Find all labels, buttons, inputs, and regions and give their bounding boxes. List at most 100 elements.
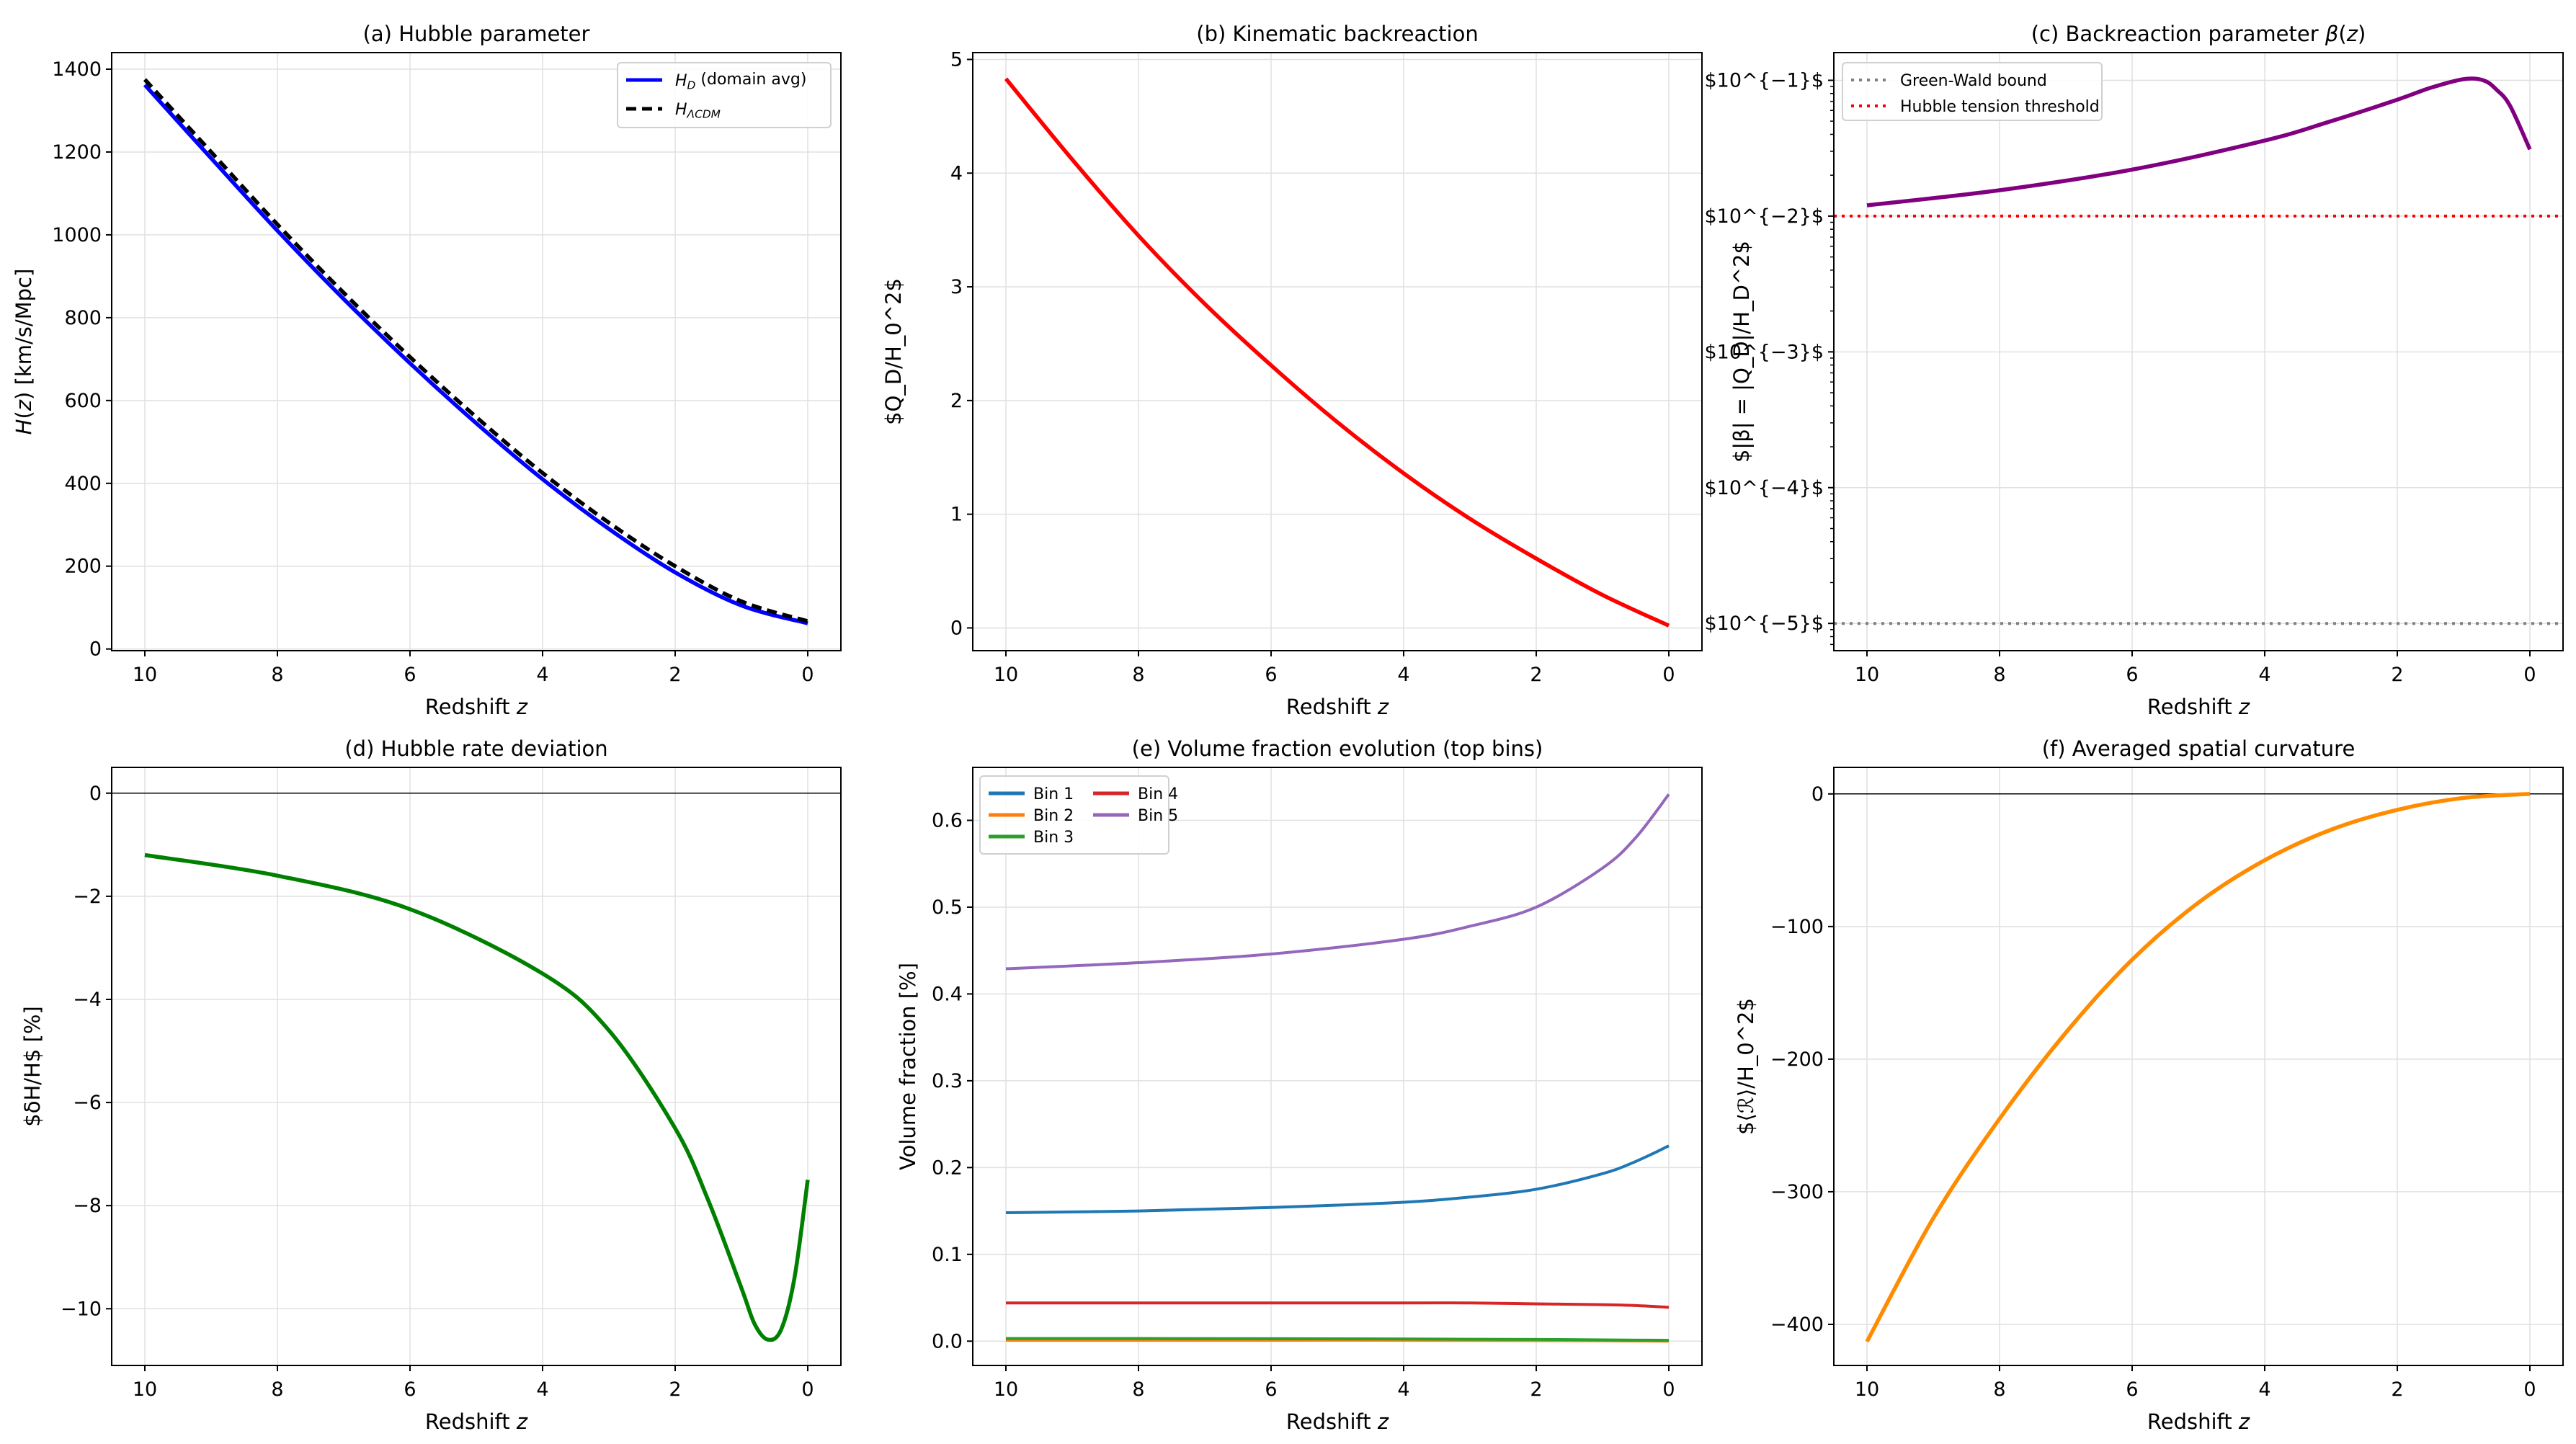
legend-box: [1842, 62, 2103, 121]
y-tick-label: 3: [950, 276, 963, 298]
legend-box: [617, 62, 832, 128]
x-tick-label: 4: [536, 664, 548, 686]
x-tick-label: 4: [536, 1378, 548, 1401]
legend-label: Bin 4: [1138, 785, 1178, 803]
legend-label: Bin 2: [1033, 807, 1074, 825]
y-tick-label: 0: [1811, 783, 1824, 806]
series-line--h-cdm-: [143, 78, 808, 623]
y-tick-label: 0: [950, 617, 963, 639]
x-tick-label: 10: [1855, 1378, 1879, 1401]
x-tick-label: 0: [1662, 664, 1675, 686]
x-tick-label: 0: [801, 1378, 814, 1401]
x-tick-label: 8: [1132, 1378, 1144, 1401]
x-tick-label: 2: [1530, 664, 1542, 686]
axes-frame: [111, 52, 842, 651]
x-axis-label: Redshift z: [425, 695, 528, 719]
x-axis-label: Redshift z: [1286, 1409, 1389, 1434]
series-line-0: [1865, 792, 2531, 1343]
legend-item: Hubble tension threshold: [1851, 98, 2100, 116]
x-tick-label: 4: [1397, 664, 1409, 686]
y-tick-label: 0.1: [932, 1244, 963, 1266]
legend-label: Green-Wald bound: [1900, 72, 2047, 90]
text-span: ): [12, 392, 36, 400]
y-tick-label: −10: [61, 1298, 102, 1320]
y-tick-label: 5: [950, 48, 963, 71]
x-tick-label: 0: [801, 664, 814, 686]
x-tick-label: 8: [271, 664, 283, 686]
y-axis-label: $⟨ℛ⟩/H_0^2$: [1734, 998, 1758, 1135]
panel-e: 10 8 6 4 2 0 0.0 0.1 0.2 0.3 0.4 0.5 0.6 (e) Volume f…: [896, 736, 1703, 1434]
y-tick-label: 0.3: [932, 1070, 963, 1092]
x-tick-label: 2: [2391, 664, 2403, 686]
text-span: (f) Averaged spatial curvature: [2042, 736, 2356, 761]
x-tick-label: 0: [2523, 664, 2536, 686]
legend: Bin 1 Bin 2 Bin 3 Bin 4 Bin 5: [979, 775, 1178, 855]
plot-area: [143, 78, 808, 625]
text-span: (domain avg): [695, 71, 806, 89]
x-tick-label: 2: [1530, 1378, 1542, 1401]
text-span: z: [1377, 695, 1389, 719]
x-tick-label: 8: [1132, 664, 1144, 686]
text-span: Redshift: [425, 1409, 517, 1434]
y-tick-label: −6: [73, 1092, 102, 1114]
y-tick-label: 1400: [52, 58, 102, 81]
x-tick-label: 6: [404, 1378, 416, 1401]
legend-box: [979, 775, 1169, 855]
series-line-bin-4: [1006, 1301, 1670, 1309]
text-span: Bin 2: [1033, 807, 1074, 825]
y-tick-label: 0: [89, 783, 102, 805]
text-span: Hubble tension threshold: [1900, 98, 2100, 116]
y-tick-label: −100: [1770, 916, 1824, 938]
axes-frame: [1833, 767, 2564, 1366]
y-axis-label: H(z) [km/s/Mpc]: [12, 269, 36, 435]
panel-f: 10 8 6 4 2 0 −400 −300 −200 −100 0 (f) Averaged spa…: [1734, 736, 2564, 1434]
legend-item: Bin 4: [1093, 785, 1178, 803]
text-span: Green-Wald bound: [1900, 72, 2047, 90]
y-axis-label: Volume fraction [%]: [896, 963, 920, 1170]
panel-c: 10 8 6 4 2 0 $10^{−5}$ $10^{−4}$ $10^{−3}$ $10^{−…: [1705, 22, 2564, 719]
text-span: (d) Hubble rate deviation: [344, 736, 607, 761]
y-tick-label: −300: [1770, 1181, 1824, 1203]
legend-item: Green-Wald bound: [1851, 72, 2047, 90]
series-line-bin-1: [1005, 1144, 1670, 1214]
x-tick-label: 2: [669, 1378, 681, 1401]
x-tick-label: 8: [271, 1378, 283, 1401]
text-span: Redshift: [1286, 695, 1378, 719]
legend-label: HD​ (domain avg): [675, 71, 806, 92]
text-span: z: [2238, 695, 2250, 719]
text-span: Redshift: [2147, 695, 2239, 719]
text-span: Volume fraction [%]: [896, 963, 920, 1170]
text-span: z: [2238, 1409, 2250, 1434]
x-tick-label: 2: [2391, 1378, 2403, 1401]
text-span: D: [687, 79, 696, 92]
text-span: Bin 4: [1138, 785, 1178, 803]
text-span: Bin 3: [1033, 829, 1074, 847]
y-tick-label: 0.5: [932, 896, 963, 919]
legend: Green-Wald bound Hubble tension threshold: [1842, 62, 2103, 121]
series-line-bin-5: [1005, 793, 1670, 971]
plot-area: [112, 793, 841, 1342]
x-tick-label: 4: [1397, 1378, 1409, 1401]
plot-area: [1004, 77, 1670, 628]
legend-label: Bin 5: [1138, 807, 1178, 825]
x-tick-label: 4: [2258, 664, 2270, 686]
x-tick-label: 2: [669, 664, 681, 686]
axes-frame: [111, 767, 842, 1366]
y-tick-label: −8: [73, 1195, 102, 1217]
y-tick-label: 0.2: [932, 1156, 963, 1179]
legend-item: Bin 1: [989, 785, 1074, 803]
y-tick-label: 0: [89, 638, 102, 661]
x-tick-label: 10: [133, 1378, 157, 1401]
text-span: (b) Kinematic backreaction: [1196, 22, 1478, 46]
y-tick-label: 2: [950, 390, 963, 412]
legend-item: Bin 5: [1093, 807, 1178, 825]
y-tick-label: 0.0: [932, 1330, 963, 1352]
legend-label: Hubble tension threshold: [1900, 98, 2100, 116]
series-line-bin-3: [1005, 1337, 1670, 1342]
y-tick-label: 600: [64, 390, 102, 412]
x-tick-label: 8: [1993, 664, 2005, 686]
panel-b: 10 8 6 4 2 0 0 1 2 3 4 5 (b) Kinematic backreaction R…: [881, 22, 1703, 719]
x-tick-label: 10: [994, 1378, 1018, 1401]
y-tick-label: 1: [950, 504, 963, 526]
series-line-0: [144, 852, 810, 1342]
